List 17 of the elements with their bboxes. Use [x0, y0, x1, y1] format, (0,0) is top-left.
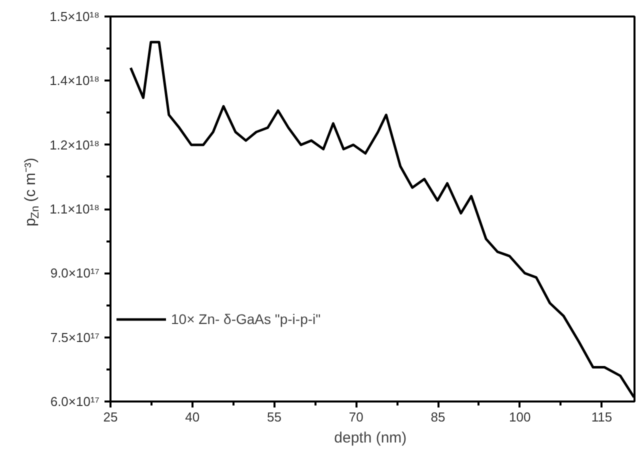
x-tick-label: 25 [103, 410, 118, 424]
y-tick-label: 1.2×10¹⁸ [50, 137, 100, 152]
y-tick-label: 6.0×10¹⁷ [50, 394, 100, 409]
x-tick-label: 40 [185, 410, 200, 424]
y-tick-label: 1.4×10¹⁸ [50, 73, 100, 88]
x-tick-label: 70 [348, 410, 364, 424]
y-tick-label: 1.1×10¹⁸ [50, 202, 100, 216]
y-tick-label: 1.5×10¹⁸ [50, 9, 100, 24]
y-tick-label: 9.0×10¹⁷ [50, 266, 100, 281]
y-tick-label: 7.5×10¹⁷ [50, 330, 100, 345]
x-tick-label: 55 [267, 410, 282, 424]
y-axis-title: pZn (c m⁻³) [22, 158, 42, 226]
x-axis-title: depth (nm) [334, 430, 407, 446]
legend-label: 10× Zn- δ-GaAs "p-i-p-i" [171, 311, 321, 327]
x-tick-label: 115 [591, 410, 612, 424]
x-tick-label: 100 [509, 410, 531, 424]
x-tick-label: 85 [430, 410, 446, 424]
